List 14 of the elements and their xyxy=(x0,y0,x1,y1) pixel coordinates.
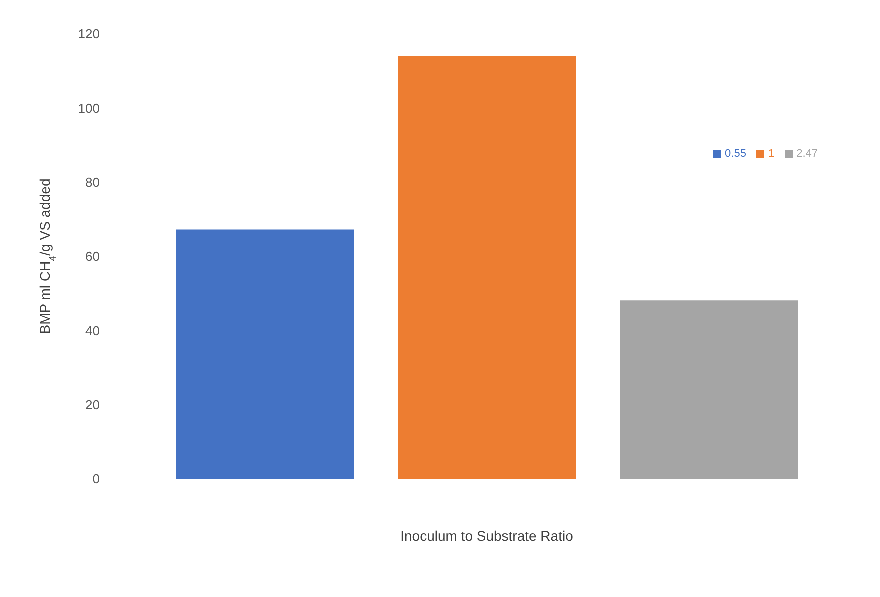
x-axis-title: Inoculum to Substrate Ratio xyxy=(400,528,574,544)
y-tick-label: 120 xyxy=(78,26,100,42)
y-tick-label: 60 xyxy=(86,249,100,264)
y-tick-label: 20 xyxy=(86,397,100,412)
legend-label: 2.47 xyxy=(796,148,818,160)
bar xyxy=(620,300,798,479)
bar xyxy=(176,230,354,479)
y-tick-label: 0 xyxy=(92,472,100,487)
y-tick-label: 40 xyxy=(86,323,100,338)
legend-label: 0.55 xyxy=(725,148,746,160)
y-tick-label: 100 xyxy=(78,100,100,116)
legend-label: 1 xyxy=(768,148,775,160)
bar xyxy=(398,56,576,479)
y-tick-label: 80 xyxy=(86,174,100,190)
